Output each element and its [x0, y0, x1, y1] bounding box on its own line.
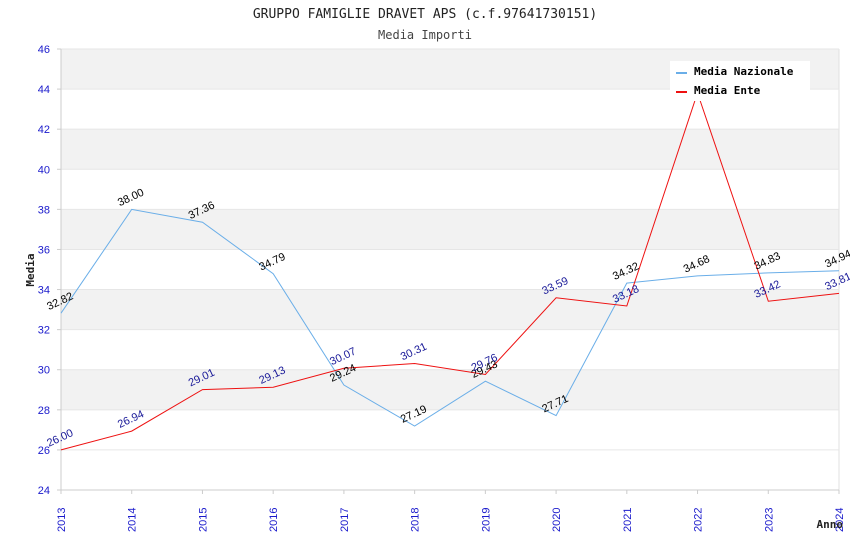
- y-axis-label: Media: [24, 253, 37, 286]
- grid-band: [61, 209, 839, 250]
- data-label: 34.68: [682, 253, 712, 276]
- x-tick-label: 2020: [551, 508, 563, 532]
- grid-band: [61, 289, 839, 330]
- data-label: 34.79: [257, 251, 287, 274]
- x-tick-label: 2013: [56, 508, 68, 532]
- y-tick-label: 44: [38, 84, 50, 96]
- grid-band: [61, 129, 839, 170]
- x-tick-label: 2014: [127, 508, 139, 532]
- y-tick-label: 34: [38, 285, 50, 297]
- y-tick-label: 46: [38, 44, 50, 56]
- x-tick-label: 2018: [410, 508, 422, 532]
- x-tick-label: 2017: [339, 508, 351, 532]
- x-tick-label: 2016: [268, 508, 280, 532]
- x-tick-label: 2015: [197, 508, 209, 532]
- x-axis-label: Anno: [817, 518, 844, 531]
- y-tick-label: 36: [38, 244, 50, 256]
- x-tick-labels: 2013 2014 2015 2016 2017 2018 2019 2020 2021 2022…: [56, 508, 846, 532]
- y-tick-label: 30: [38, 365, 50, 377]
- y-tick-label: 28: [38, 405, 50, 417]
- x-tick-label: 2023: [763, 508, 775, 532]
- data-label: 30.31: [399, 341, 429, 364]
- grid-bands: [61, 49, 839, 410]
- y-tick-label: 40: [38, 164, 50, 176]
- data-label: 34.83: [752, 250, 782, 273]
- series-line-media-nazionale: [60, 208, 840, 427]
- x-tick-label: 2021: [622, 508, 634, 532]
- series-line-media-ente: [60, 91, 840, 451]
- legend-box: [670, 61, 810, 101]
- y-tick-label: 32: [38, 325, 50, 337]
- chart-title: GRUPPO FAMIGLIE DRAVET APS (c.f.97641730…: [253, 7, 597, 22]
- legend-label-media-nazionale: Media Nazionale: [694, 65, 794, 78]
- legend: Media Nazionale Media Ente: [670, 61, 810, 101]
- data-label: 38.00: [116, 187, 146, 210]
- x-tick-label: 2019: [480, 508, 492, 532]
- y-tick-label: 26: [38, 445, 50, 457]
- grid-lines: [57, 48, 840, 494]
- y-tick-label: 42: [38, 124, 50, 136]
- y-tick-label: 38: [38, 204, 50, 216]
- chart-subtitle: Media Importi: [378, 28, 472, 42]
- data-label: 34.94: [823, 248, 850, 271]
- data-label: 26.94: [116, 408, 146, 431]
- x-tick-label: 2022: [693, 508, 705, 532]
- data-label: 26.00: [45, 427, 75, 450]
- series-lines: [60, 91, 840, 451]
- y-tick-labels: 24 26 28 30 32 34 36 38 40 42 44 46: [38, 44, 50, 497]
- legend-label-media-ente: Media Ente: [694, 84, 761, 97]
- x-tick-label: 2024: [834, 508, 846, 532]
- data-label: 34.32: [611, 260, 641, 283]
- y-tick-label: 24: [38, 485, 50, 497]
